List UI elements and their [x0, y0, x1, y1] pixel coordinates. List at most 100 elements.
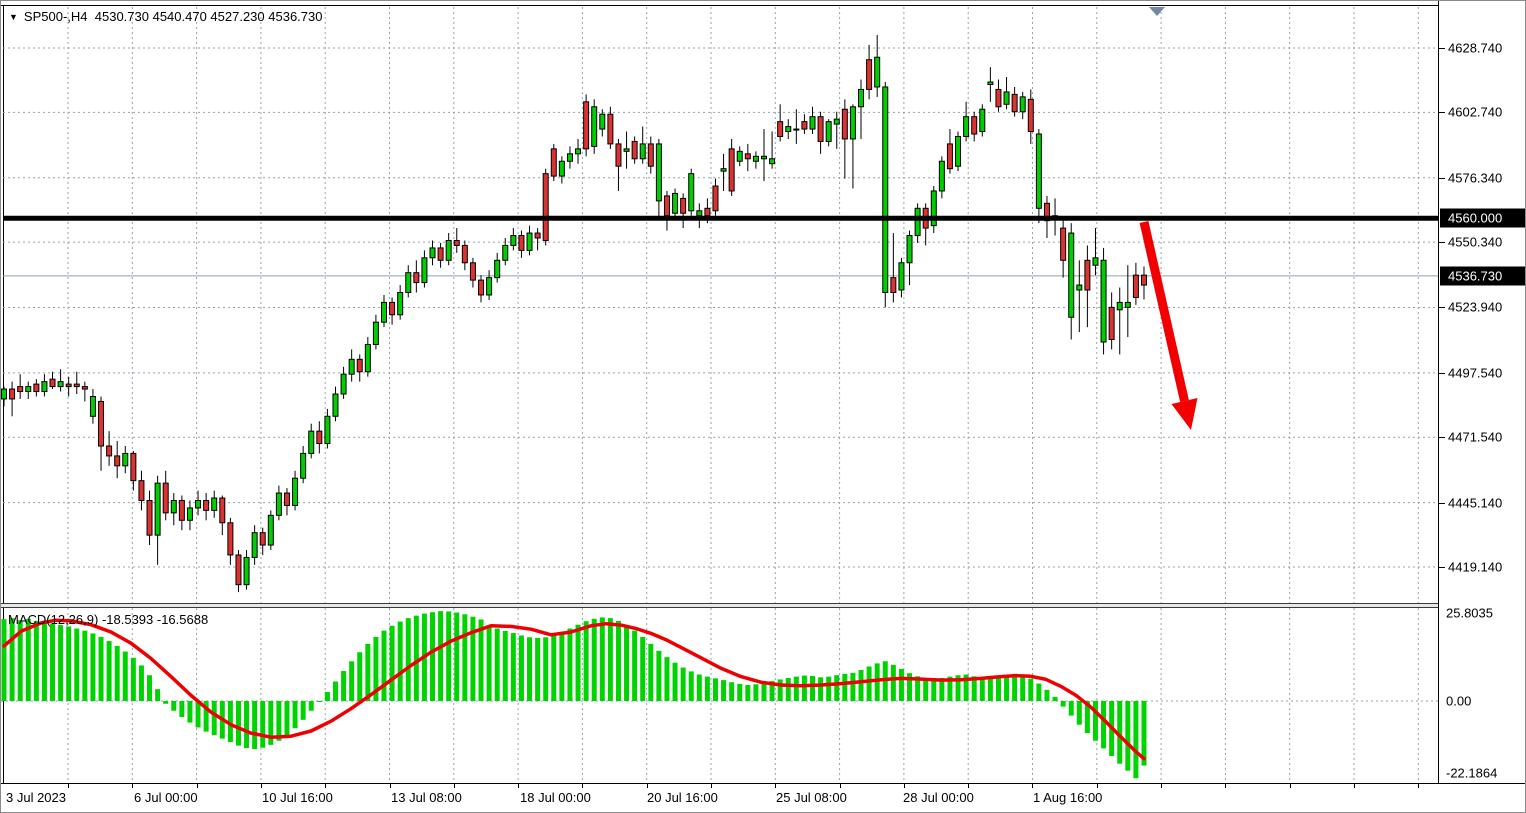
candle-body — [736, 150, 743, 162]
macd-canvas[interactable] — [1, 608, 1438, 783]
macd-histogram-bar — [729, 682, 735, 701]
macd-histogram-bar — [712, 678, 718, 701]
price-axis-tick — [1439, 503, 1445, 504]
macd-histogram-bar — [341, 671, 347, 701]
macd-histogram-bar — [1004, 674, 1010, 701]
candle-body — [138, 480, 145, 501]
candle-body — [987, 81, 994, 85]
macd-histogram-bar — [1141, 701, 1147, 766]
candle-body — [688, 173, 695, 212]
macd-values: -18.5393 -16.5688 — [101, 612, 209, 627]
macd-histogram-bar — [163, 701, 169, 704]
macd-histogram-bar — [252, 701, 258, 750]
macd-histogram-bar — [276, 701, 282, 741]
macd-histogram-bar — [793, 676, 799, 701]
candle-body — [534, 232, 541, 239]
macd-histogram-bar — [1092, 701, 1098, 741]
price-axis-tick — [1439, 178, 1445, 179]
candle-body — [1035, 133, 1042, 209]
macd-histogram-bar — [947, 676, 953, 701]
macd-histogram-bar — [413, 615, 419, 701]
candle-body — [275, 492, 282, 516]
candle-body — [1100, 259, 1107, 343]
time-axis-label: 25 Jul 08:00 — [776, 790, 847, 805]
trend-arrow[interactable] — [1139, 221, 1198, 430]
candle-body — [372, 321, 379, 345]
candle-body — [833, 118, 840, 125]
macd-histogram-bar — [721, 680, 727, 701]
macd-histogram-bar — [1117, 701, 1123, 764]
candle-body — [760, 155, 767, 160]
macd-histogram-bar — [777, 679, 783, 701]
macd-histogram-bar — [41, 622, 47, 701]
macd-histogram-bar — [979, 677, 985, 701]
candle-body — [647, 143, 654, 167]
time-axis-label: 28 Jul 00:00 — [903, 790, 974, 805]
candle-body — [324, 415, 331, 445]
candle-body — [292, 477, 299, 506]
chart-menu-icon[interactable]: ▼ — [9, 12, 18, 22]
macd-histogram-bar — [527, 637, 533, 701]
macd-histogram-bar — [688, 671, 694, 701]
macd-histogram-bar — [1068, 701, 1074, 716]
macd-histogram-bar — [130, 657, 136, 701]
time-axis-tick — [1225, 784, 1226, 788]
time-axis-label: 1 Aug 16:00 — [1033, 790, 1103, 805]
price-chart-panel[interactable]: ▼ SP500-,H4 4530.730 4540.470 4527.230 45… — [1, 1, 1438, 603]
candle-body — [437, 247, 444, 261]
time-axis-tick — [840, 784, 841, 788]
candle-body — [146, 499, 153, 536]
macd-histogram-bar — [664, 657, 670, 701]
macd-histogram-bar — [486, 625, 492, 701]
macd-histogram-bar — [826, 676, 832, 701]
candle-body — [583, 101, 590, 150]
candle-body — [251, 532, 258, 558]
ohlc-values: 4530.730 4540.470 4527.230 4536.730 — [94, 9, 323, 24]
macd-histogram-bar — [438, 611, 444, 701]
macd-signal-line — [2, 618, 1146, 761]
candlestick-canvas[interactable] — [1, 1, 1438, 603]
candle-body — [898, 262, 905, 291]
candle-body — [283, 492, 290, 506]
time-axis-tick — [582, 784, 583, 788]
time-axis-label: 10 Jul 16:00 — [262, 790, 333, 805]
macd-histogram-bar — [122, 651, 128, 701]
macd-histogram-bar — [1, 619, 7, 701]
macd-histogram-bar — [227, 701, 233, 743]
macd-histogram-bar — [211, 701, 217, 736]
macd-histogram-bar — [1036, 683, 1042, 701]
time-axis-tick — [968, 784, 969, 788]
candle-body — [599, 113, 606, 130]
candle-body — [453, 239, 460, 246]
candle-body — [1003, 91, 1010, 105]
macd-histogram-bar — [114, 645, 120, 701]
macd-histogram-bar — [462, 614, 468, 701]
macd-indicator-panel[interactable]: MACD(12,26,9) -18.5393 -16.5688 — [1, 608, 1438, 783]
time-axis-label: 3 Jul 2023 — [6, 790, 66, 805]
time-axis-tick — [518, 784, 519, 788]
candle-body — [98, 400, 105, 447]
macd-histogram-bar — [955, 675, 961, 701]
macd-indicator-label: MACD(12,26,9) -18.5393 -16.5688 — [8, 612, 208, 627]
candle-body — [680, 197, 687, 214]
candle-body — [106, 445, 113, 457]
macd-histogram-bar — [82, 630, 88, 701]
candle-body — [73, 383, 80, 388]
candle-body — [178, 499, 185, 521]
candle-body — [526, 232, 533, 251]
time-axis-label: 6 Jul 00:00 — [134, 790, 198, 805]
candle-body — [1027, 98, 1034, 133]
macd-histogram-bar — [834, 675, 840, 701]
time-axis-tick — [1290, 784, 1291, 788]
macd-histogram-bar — [284, 701, 290, 736]
candle-body — [203, 499, 210, 511]
candle-body — [1060, 227, 1067, 261]
candle-body — [696, 210, 703, 217]
price-axis[interactable]: 4628.740 4602.740 4576.340 4550.340 4523.940… — [1438, 1, 1525, 783]
time-axis-tick — [904, 784, 905, 788]
time-axis-tick — [1032, 784, 1033, 788]
time-axis[interactable]: 3 Jul 2023 6 Jul 00:00 10 Jul 16:00 13 Jul … — [1, 783, 1525, 812]
candle-body — [971, 116, 978, 135]
candle-body — [744, 153, 751, 160]
panel-splitter[interactable] — [1, 603, 1438, 608]
